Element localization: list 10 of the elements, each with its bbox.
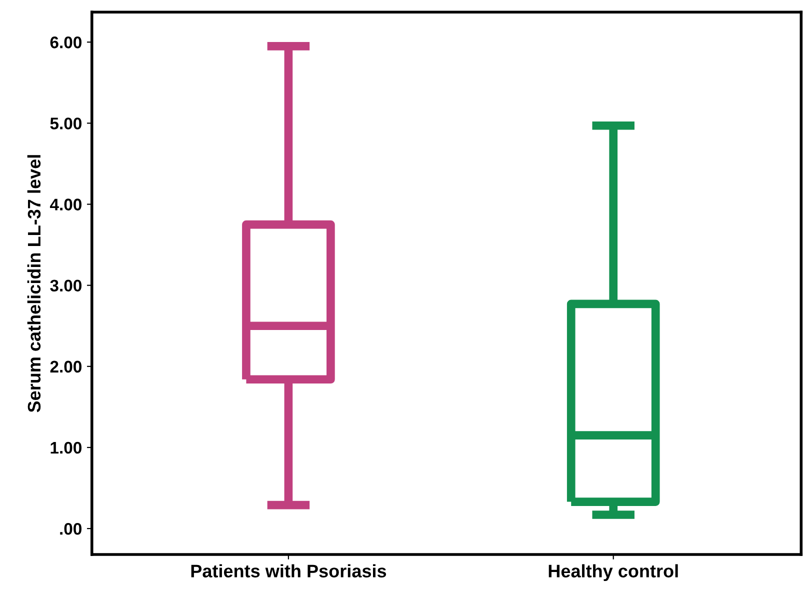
y-tick-label: 3.00 [50,280,82,292]
x-tick-label: Healthy control [548,564,678,582]
x-tick-label: Patients with Psoriasis [191,564,386,578]
y-tick-label: 2.00 [50,360,82,373]
y-tick-label: 5.00 [50,118,82,130]
y-tick-label: 6.00 [50,36,82,48]
y-tick-label: .00 [60,522,82,535]
y-tick-label: 1.00 [50,442,82,454]
y-tick-label: 4.00 [50,198,82,210]
y-axis-title: Serum cathelicidin LL-37 level [27,155,41,412]
